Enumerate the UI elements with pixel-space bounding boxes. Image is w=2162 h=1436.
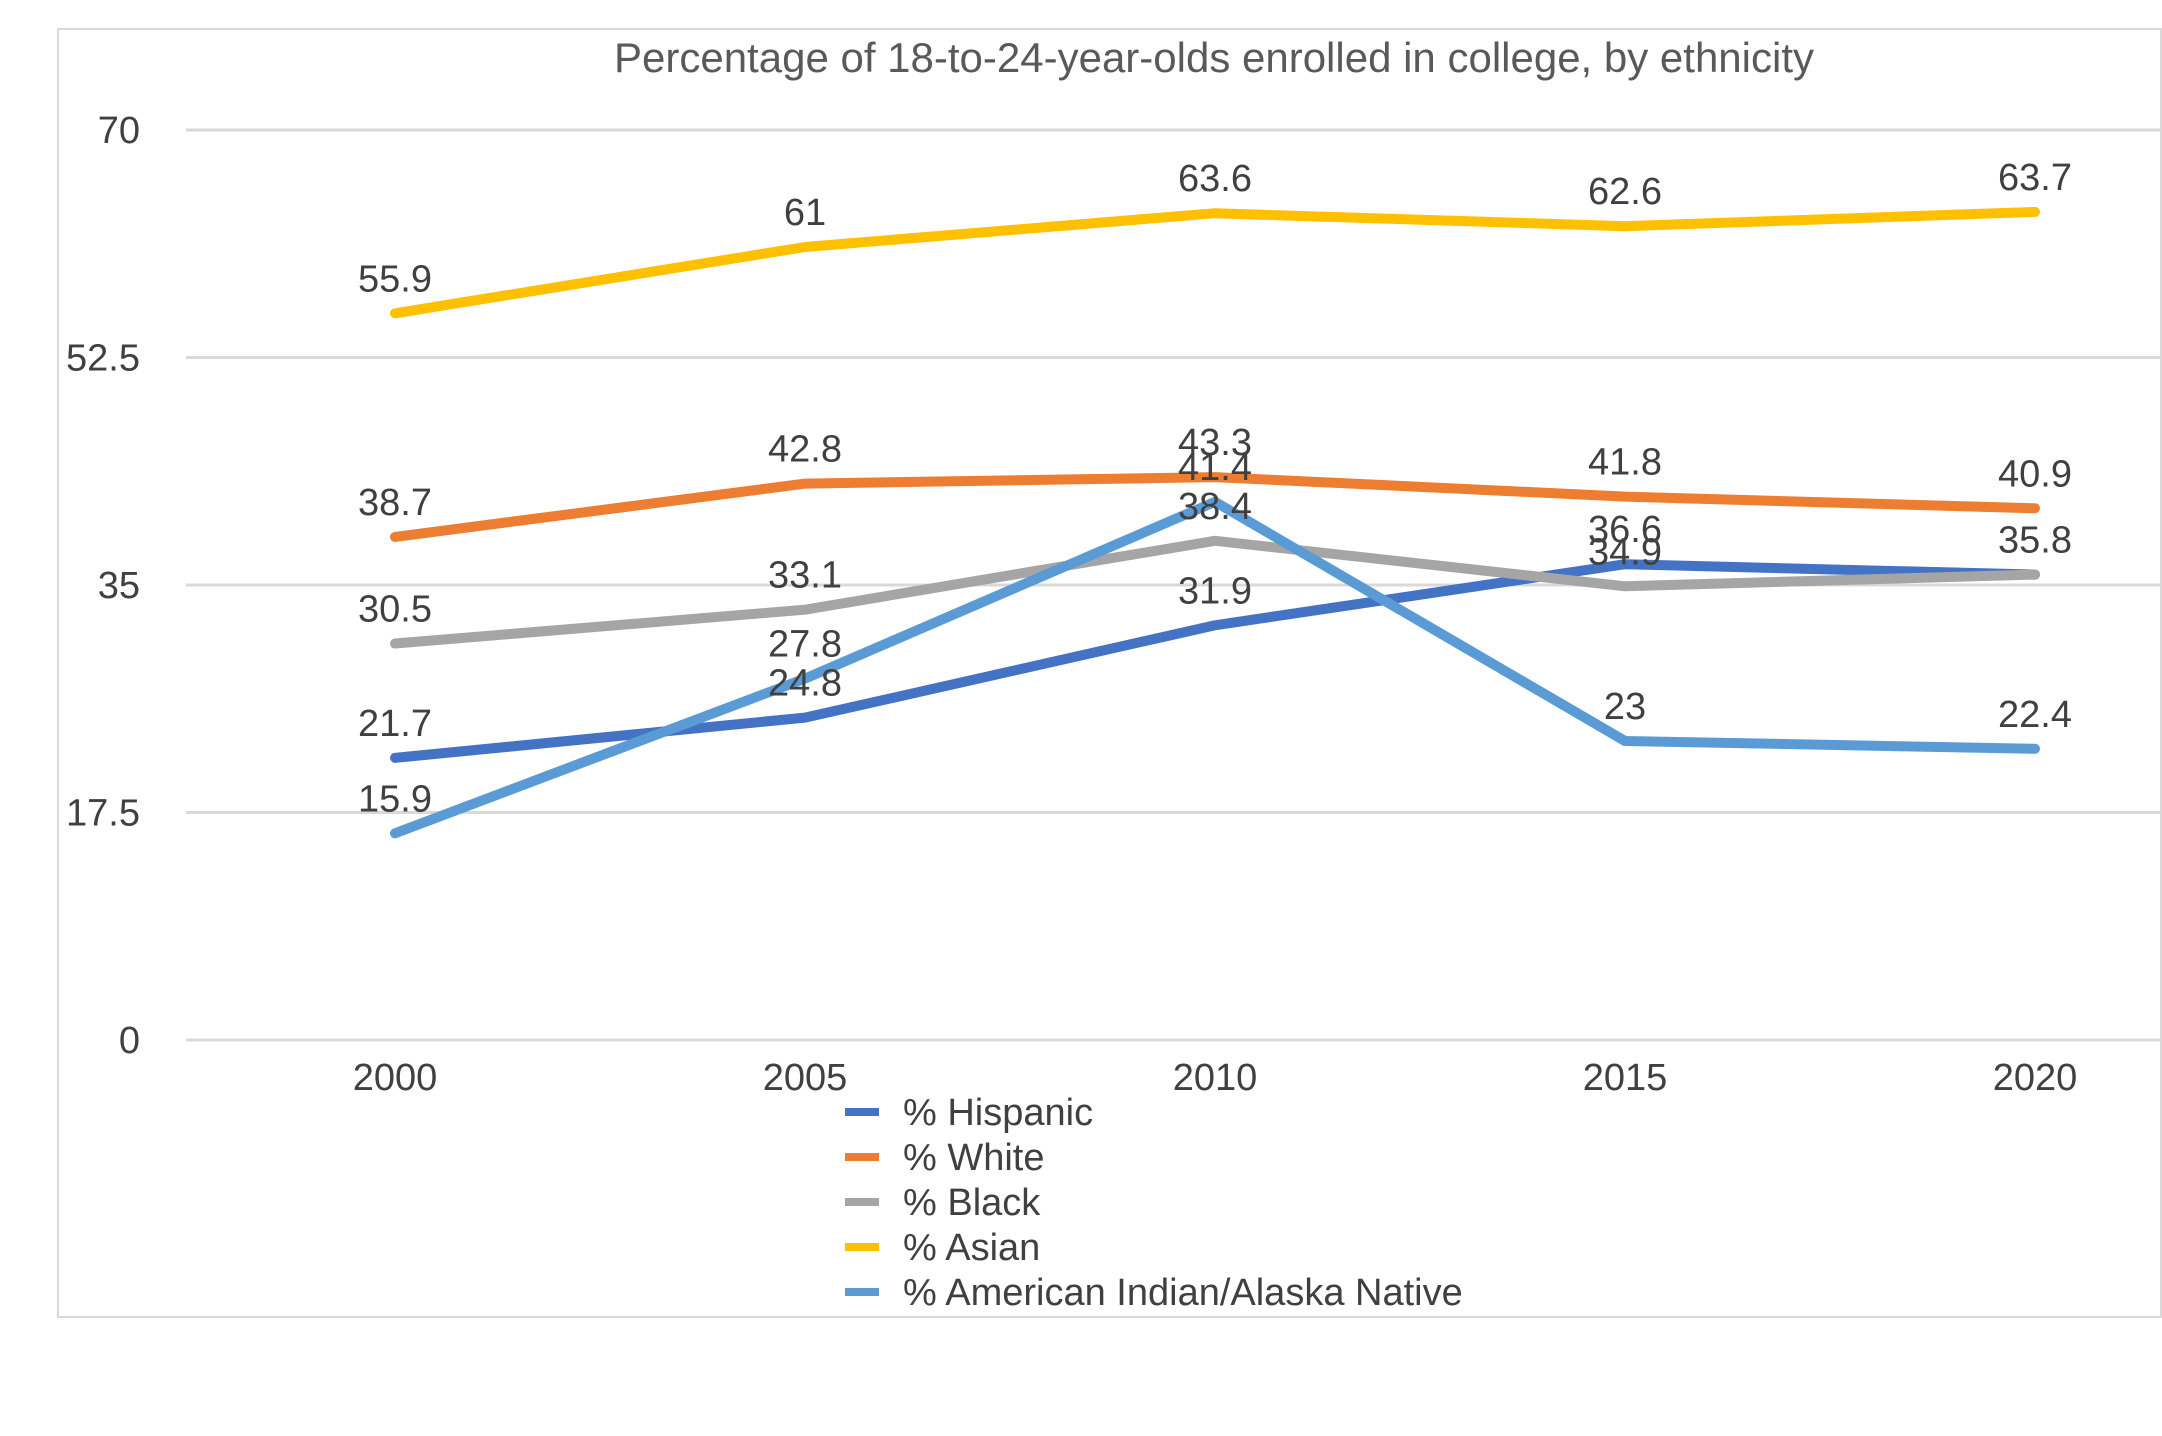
series-lines xyxy=(390,206,2040,839)
data-label: 35.8 xyxy=(1998,520,2072,562)
x-tick-label: 2010 xyxy=(1173,1057,1258,1099)
data-label: 38.4 xyxy=(1178,486,1252,528)
data-label: 63.6 xyxy=(1178,158,1252,200)
data-label: 31.9 xyxy=(1178,570,1252,612)
x-tick-label: 2015 xyxy=(1583,1057,1668,1099)
x-tick-label: 2005 xyxy=(763,1057,848,1099)
data-label: 24.8 xyxy=(768,663,842,705)
data-label: 33.1 xyxy=(768,555,842,597)
data-label: 43.3 xyxy=(1178,422,1252,464)
data-label: 41.8 xyxy=(1588,442,1662,484)
data-label: 30.5 xyxy=(358,589,432,631)
gridlines xyxy=(186,128,2162,1042)
data-label: 55.9 xyxy=(358,258,432,300)
legend-label: % Asian xyxy=(903,1227,1040,1269)
x-tick-label: 2020 xyxy=(1993,1057,2078,1099)
data-label: 40.9 xyxy=(1998,453,2072,495)
y-tick-label: 52.5 xyxy=(66,338,140,380)
chart-frame xyxy=(57,28,2162,1318)
data-label: 36.6 xyxy=(1588,509,1662,551)
y-tick-label: 70 xyxy=(98,110,140,152)
legend-label: % Hispanic xyxy=(903,1092,1093,1134)
data-label: 22.4 xyxy=(1998,694,2072,736)
y-axis-tick-labels: 0 17.5 35 52.5 70 xyxy=(66,110,140,1062)
data-label: 63.7 xyxy=(1998,157,2072,199)
series-line-2 xyxy=(390,535,2040,649)
series-line-4 xyxy=(390,496,2040,839)
series-line-1 xyxy=(390,472,2040,542)
x-axis-tick-labels: 2000 2005 2010 2015 2020 xyxy=(353,1057,2078,1099)
data-label: 61 xyxy=(784,192,826,234)
legend-label: % Black xyxy=(903,1182,1041,1224)
data-label: 27.8 xyxy=(768,624,842,666)
data-label: 21.7 xyxy=(358,703,432,745)
x-tick-label: 2000 xyxy=(353,1057,438,1099)
data-label: 62.6 xyxy=(1588,171,1662,213)
y-tick-label: 17.5 xyxy=(66,793,140,835)
y-tick-label: 0 xyxy=(119,1020,140,1062)
data-label: 15.9 xyxy=(358,778,432,820)
legend-label: % White xyxy=(903,1137,1044,1179)
legend-label: % American Indian/Alaska Native xyxy=(903,1272,1463,1314)
chart-title: Percentage of 18-to-24-year-olds enrolle… xyxy=(614,34,1814,81)
data-label: 42.8 xyxy=(768,429,842,471)
y-tick-label: 35 xyxy=(98,565,140,607)
data-labels: 21.7 24.8 31.9 36.6 35.8 38.7 42.8 43.3 41.8 40.9… xyxy=(358,157,2072,820)
data-label: 34.9 xyxy=(1588,531,1662,573)
data-label: 23 xyxy=(1604,686,1646,728)
data-label: 38.7 xyxy=(358,482,432,524)
data-label: 41.4 xyxy=(1178,447,1252,489)
legend: % Hispanic% White% Black% Asian% America… xyxy=(845,1092,1463,1314)
series-line-3 xyxy=(390,206,2040,319)
